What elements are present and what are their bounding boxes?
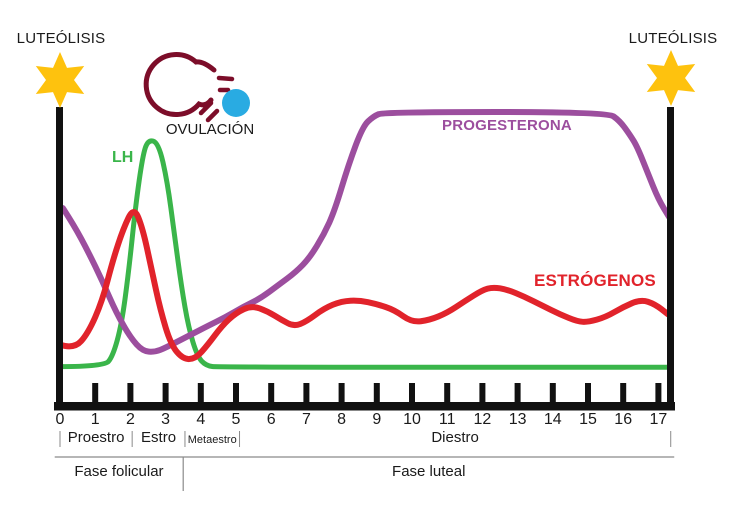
x-tick-label-0: 0 (55, 411, 65, 428)
x-axis-tick (127, 383, 134, 403)
left-luteolysis-star-icon (35, 52, 85, 108)
x-axis-tick (479, 383, 486, 403)
x-axis-tick (444, 383, 451, 403)
fase-label-fase-luteal: Fase luteal (392, 463, 466, 480)
luteolysis-label-right: LUTEÓLISIS (628, 30, 718, 47)
x-axis-tick (620, 383, 627, 403)
x-tick-label-1: 1 (90, 411, 100, 428)
x-tick-label-16: 16 (614, 411, 633, 428)
rupture-dash-icon (216, 75, 235, 82)
x-tick-label-5: 5 (231, 411, 241, 428)
x-axis-line (54, 402, 675, 411)
phase-label-diestro: Diestro (431, 429, 479, 446)
x-axis-tick (585, 383, 591, 403)
ovulation-follicle-icon (143, 52, 217, 118)
x-tick-label-17: 17 (649, 411, 668, 428)
x-tick-label-12: 12 (473, 411, 492, 428)
right-luteolysis-star-icon (646, 50, 696, 106)
progesterona-curve (59, 109, 672, 355)
ovulation-label: OVULACIÓN (165, 121, 255, 138)
estrogenos-series-label: ESTRÓGENOS (534, 271, 656, 290)
fase-label-fase-folicular: Fase folicular (74, 463, 164, 480)
x-axis-tick (373, 383, 380, 403)
x-axis-tick (233, 383, 239, 403)
x-axis-tick (514, 383, 521, 403)
right-luteolysis-line (667, 107, 674, 403)
x-tick-label-4: 4 (196, 411, 206, 428)
x-axis-tick (338, 383, 345, 403)
ovum-icon (222, 89, 250, 117)
left-luteolysis-line (56, 107, 63, 403)
lh-curve (57, 138, 672, 370)
x-axis-tick (655, 383, 662, 403)
x-tick-label-8: 8 (337, 411, 347, 428)
x-tick-label-11: 11 (438, 411, 456, 428)
estrogenos-curve (57, 209, 671, 363)
x-tick-label-6: 6 (266, 411, 276, 428)
progesterona-series-label: PROGESTERONA (442, 117, 572, 134)
phase-label-estro: Estro (141, 429, 177, 446)
rupture-dash-icon (198, 100, 214, 116)
x-axis-tick (92, 383, 99, 403)
lh-series-label: LH (112, 149, 134, 166)
x-axis-tick (268, 383, 275, 403)
x-tick-label-3: 3 (161, 411, 171, 428)
x-tick-label-7: 7 (301, 411, 311, 428)
x-tick-label-2: 2 (125, 411, 135, 428)
phase-label-metaestro: Metaestro (187, 434, 237, 446)
rupture-dash-icon (205, 108, 220, 123)
x-tick-label-9: 9 (372, 411, 382, 428)
x-axis-tick (162, 383, 169, 403)
x-tick-label-15: 15 (579, 411, 597, 428)
x-tick-label-10: 10 (403, 411, 421, 428)
x-tick-label-13: 13 (508, 411, 527, 428)
luteolysis-label-left: LUTEÓLISIS (16, 30, 106, 47)
x-axis-tick (197, 383, 204, 403)
x-tick-label-14: 14 (543, 411, 562, 428)
x-axis-tick (409, 383, 415, 403)
x-axis-tick (549, 383, 556, 403)
x-axis-tick (303, 383, 310, 403)
phase-label-proestro: Proestro (67, 429, 125, 446)
